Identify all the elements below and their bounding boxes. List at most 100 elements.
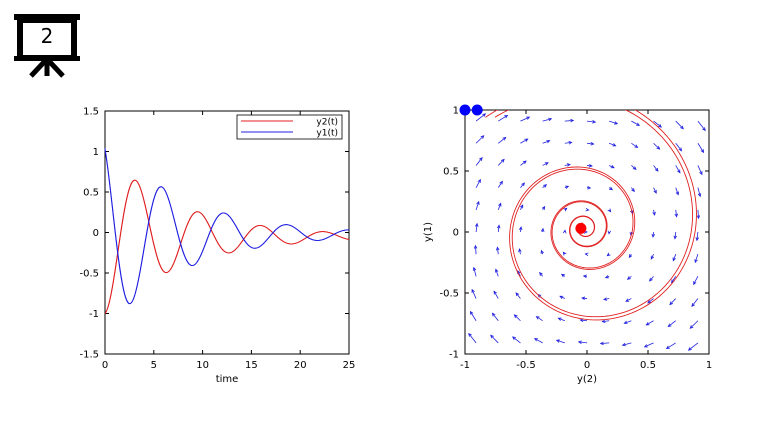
field-arrow (644, 342, 654, 348)
x-tick-label: 0 (584, 360, 590, 371)
field-arrow (672, 254, 677, 261)
field-arrowhead (700, 149, 705, 154)
y-tick-label: -0.5 (79, 269, 99, 280)
field-arrowhead (632, 166, 637, 170)
field-arrow (666, 342, 676, 349)
field-arrow (697, 120, 706, 131)
field-arrowhead (535, 316, 540, 320)
field-arrowhead (471, 288, 475, 293)
field-arrow (578, 341, 588, 344)
field-arrowhead (645, 322, 650, 326)
field-arrowhead (539, 271, 543, 276)
x-tick-label: 1 (706, 360, 712, 371)
field-arrowhead (631, 188, 635, 193)
field-arrow (534, 338, 543, 344)
field-arrowhead (696, 215, 701, 220)
field-arrow (564, 142, 572, 144)
y-tick-label: -1 (89, 309, 99, 320)
field-arrow (609, 120, 618, 125)
field-arrow (497, 225, 500, 233)
x-axis-label: y(2) (577, 374, 597, 385)
field-arrow (693, 276, 699, 285)
field-arrowhead (677, 169, 681, 174)
field-arrow (475, 223, 478, 233)
field-arrowhead (533, 338, 538, 342)
field-arrowhead (643, 344, 648, 348)
field-arrowhead (634, 144, 639, 148)
field-arrow (471, 289, 477, 299)
field-arrowhead (599, 341, 604, 346)
field-arrowhead (490, 334, 494, 339)
field-arrowhead (521, 182, 525, 187)
field-arrowhead (476, 200, 480, 205)
field-arrow (498, 115, 508, 122)
x-tick-label: -0.5 (516, 360, 536, 371)
series-line-y1(t) (104, 148, 350, 304)
field-arrowhead (568, 141, 573, 145)
field-arrow (671, 276, 677, 283)
field-arrowhead (603, 297, 608, 301)
field-arrow (668, 320, 676, 327)
field-arrow (492, 313, 499, 321)
field-arrow (622, 342, 632, 346)
field-arrowhead (612, 143, 617, 147)
field-arrow (564, 120, 574, 122)
field-arrow (517, 270, 521, 277)
field-arrowhead (480, 135, 485, 139)
field-arrow (536, 316, 543, 322)
field-arrowhead (674, 213, 678, 218)
field-arrowhead (623, 320, 628, 324)
field-arrowhead (636, 122, 641, 126)
field-arrowhead (584, 252, 589, 257)
field-arrowhead (592, 120, 597, 124)
y-tick-label: -0.5 (439, 289, 459, 300)
x-tick-label: 20 (294, 360, 307, 371)
field-arrowhead (699, 171, 703, 176)
field-arrowhead (678, 147, 683, 152)
field-arrow (473, 267, 477, 277)
field-arrowhead (541, 205, 546, 210)
field-arrowhead (675, 191, 679, 196)
field-arrow (631, 120, 640, 126)
field-arrowhead (689, 325, 694, 329)
field-arrowhead (543, 184, 548, 188)
trajectories (485, 110, 697, 321)
field-arrow (631, 165, 637, 170)
field-arrow (653, 120, 662, 128)
field-arrowhead (560, 273, 565, 278)
field-arrowhead (522, 160, 527, 165)
field-arrow (542, 118, 552, 122)
field-arrow (675, 187, 679, 195)
field-arrow (669, 298, 677, 305)
field-arrowhead (498, 202, 502, 207)
field-arrowhead (656, 145, 661, 150)
field-arrow (497, 159, 505, 166)
plot-area-frame (104, 110, 350, 355)
field-arrow (653, 165, 659, 172)
field-arrow (512, 336, 521, 344)
field-arrow (520, 116, 530, 122)
field-arrow (475, 245, 477, 255)
slide-number: 2 (41, 24, 54, 48)
field-arrowhead (669, 301, 674, 306)
field-arrow (697, 143, 704, 153)
field-arrowhead (609, 186, 614, 191)
y-tick-label: -1.5 (79, 350, 99, 361)
field-arrow (697, 209, 699, 219)
field-arrowhead (695, 237, 699, 242)
field-arrowhead (650, 255, 655, 260)
field-arrow (498, 137, 506, 144)
field-arrow (631, 142, 638, 148)
y-axis-label: y(1) (423, 222, 434, 242)
field-arrowhead (499, 180, 503, 185)
field-arrowhead (680, 125, 684, 130)
legend-box (236, 114, 343, 140)
field-arrow (609, 142, 616, 147)
field-arrowhead (665, 345, 670, 350)
field-arrowhead (515, 292, 520, 297)
field-arrow (542, 140, 550, 144)
phase-plot-area (468, 110, 706, 351)
field-arrowhead (577, 340, 582, 344)
field-arrow (475, 135, 485, 144)
